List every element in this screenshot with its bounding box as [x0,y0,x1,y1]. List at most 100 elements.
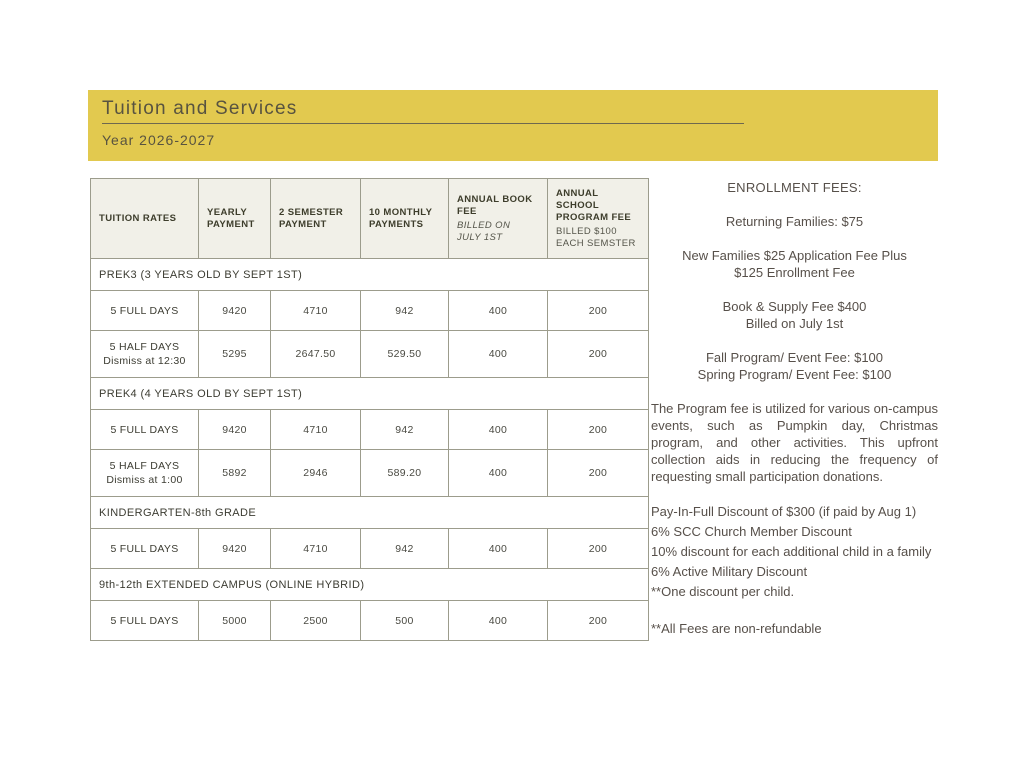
sidebar-block: **All Fees are non-refundable [651,619,938,639]
value-cell: 9420 [198,409,271,450]
sidebar-line: **One discount per child. [651,584,795,599]
section-row: PREK4 (4 YEARS OLD BY SEPT 1ST) [90,377,649,410]
value-cell: 5000 [198,600,271,641]
value-cell: 200 [547,330,649,378]
value-cell: 200 [547,528,649,569]
section-row: KINDERGARTEN-8th GRADE [90,496,649,529]
column-header: 2 SEMESTER PAYMENT [270,178,361,259]
value-cell: 942 [360,528,449,569]
table-row: 5 FULL DAYS 9420 4710 942 400 200 [90,290,649,331]
section-label: 9th-12th EXTENDED CAMPUS (ONLINE HYBRID) [90,568,649,601]
row-label-cell: 5 FULL DAYS [90,290,199,331]
value-cell: 589.20 [360,449,449,497]
sidebar-line: Returning Families: $75 [725,214,864,229]
value-cell: 400 [448,449,548,497]
value-cell: 529.50 [360,330,449,378]
row-label-cell: 5 HALF DAYS Dismiss at 1:00 [90,449,199,497]
fees-sidebar: ENROLLMENT FEES: Returning Families: $75 N… [651,179,938,656]
column-header: 10 MONTHLY PAYMENTS [360,178,449,259]
sidebar-block: The Program fee is utilized for various … [651,400,938,485]
column-header: ANNUAL BOOK FEE BILLED ON JULY 1ST [448,178,548,259]
column-header-subtext: BILLED $100 EACH SEMSTER [556,225,636,249]
row-label: 5 HALF DAYS [109,460,180,472]
sidebar-block: Returning Families: $75 [651,213,938,230]
column-header-label: YEARLY PAYMENT [207,206,255,230]
value-cell: 400 [448,290,548,331]
value-cell: 200 [547,409,649,450]
tuition-table: TUITION RATES YEARLY PAYMENT 2 SEMESTER PA… [90,178,649,641]
value-cell: 200 [547,600,649,641]
sidebar-block: New Families $25 Application Fee Plus $12… [651,247,938,281]
column-header: YEARLY PAYMENT [198,178,271,259]
row-label-cell: 5 HALF DAYS Dismiss at 12:30 [90,330,199,378]
row-sublabel: Dismiss at 12:30 [103,355,186,367]
value-cell: 5892 [198,449,271,497]
row-label: 5 HALF DAYS [109,341,180,353]
value-cell: 2647.50 [270,330,361,378]
value-cell: 2946 [270,449,361,497]
page-title: Tuition and Services [102,98,298,119]
value-cell: 400 [448,409,548,450]
value-cell: 5295 [198,330,271,378]
row-label: 5 FULL DAYS [110,542,179,555]
column-header-label: TUITION RATES [99,212,177,224]
column-header-label: 2 SEMESTER PAYMENT [279,206,344,230]
table-row: 5 FULL DAYS 9420 4710 942 400 200 [90,528,649,569]
column-header: ANNUAL SCHOOL PROGRAM FEE BILLED $100 EAC… [547,178,649,259]
sidebar-line: **All Fees are non-refundable [651,621,822,636]
sidebar-line: 6% SCC Church Member Discount [651,524,852,539]
header-banner: Tuition and Services Year 2026-2027 [88,90,938,161]
row-sublabel: Dismiss at 1:00 [106,474,183,486]
section-label: PREK4 (4 YEARS OLD BY SEPT 1ST) [90,377,649,410]
column-header-label: ANNUAL SCHOOL PROGRAM FEE [556,187,632,223]
sidebar-block: Book & Supply Fee $400 Billed on July 1st [651,298,938,332]
row-label: 5 FULL DAYS [110,304,179,317]
row-label-cell: 5 FULL DAYS [90,600,199,641]
column-header-label: ANNUAL BOOK FEE [457,193,533,217]
value-cell: 400 [448,330,548,378]
sidebar-line: Spring Program/ Event Fee: $100 [697,367,892,382]
value-cell: 942 [360,290,449,331]
table-row: 5 FULL DAYS 9420 4710 942 400 200 [90,409,649,450]
row-label: 5 FULL DAYS [110,423,179,436]
sidebar-line: 6% Active Military Discount [651,564,808,579]
page-subtitle: Year 2026-2027 [102,132,216,148]
table-header-row: TUITION RATES YEARLY PAYMENT 2 SEMESTER PA… [90,178,649,259]
value-cell: 400 [448,600,548,641]
section-label: KINDERGARTEN-8th GRADE [90,496,649,529]
value-cell: 942 [360,409,449,450]
sidebar-line: 10% discount for each additional child i… [651,544,932,559]
sidebar-line: Pay-In-Full Discount of $300 (if paid by… [651,504,917,519]
column-header-label: 10 MONTHLY PAYMENTS [369,206,433,230]
sidebar-line: The Program fee is utilized for various … [651,401,938,484]
sidebar-line: New Families $25 Application Fee Plus [682,248,907,263]
sidebar-line: Fall Program/ Event Fee: $100 [705,350,884,365]
sidebar-block: Pay-In-Full Discount of $300 (if paid by… [651,502,938,602]
value-cell: 4710 [270,528,361,569]
sidebar-line: $125 Enrollment Fee [734,265,855,280]
column-header-subtext: BILLED ON JULY 1ST [457,219,511,243]
table-row: 5 FULL DAYS 5000 2500 500 400 200 [90,600,649,641]
table-row: 5 HALF DAYS Dismiss at 1:00 5892 2946 589.20… [90,449,649,497]
table-row: 5 HALF DAYS Dismiss at 12:30 5295 2647.50 52… [90,330,649,378]
sidebar-line: ENROLLMENT FEES: [727,180,862,195]
section-row: 9th-12th EXTENDED CAMPUS (ONLINE HYBRID) [90,568,649,601]
value-cell: 4710 [270,409,361,450]
section-label: PREK3 (3 YEARS OLD BY SEPT 1ST) [90,258,649,291]
value-cell: 500 [360,600,449,641]
value-cell: 9420 [198,528,271,569]
sidebar-heading: ENROLLMENT FEES: [651,179,938,196]
value-cell: 4710 [270,290,361,331]
row-label-cell: 5 FULL DAYS [90,409,199,450]
value-cell: 9420 [198,290,271,331]
sidebar-line: Book & Supply Fee $400 [722,299,867,314]
sidebar-block: Fall Program/ Event Fee: $100 Spring Prog… [651,349,938,383]
row-label-cell: 5 FULL DAYS [90,528,199,569]
value-cell: 2500 [270,600,361,641]
row-label: 5 FULL DAYS [110,614,179,627]
column-header: TUITION RATES [90,178,199,259]
value-cell: 200 [547,449,649,497]
value-cell: 400 [448,528,548,569]
sidebar-line: Billed on July 1st [745,316,844,331]
